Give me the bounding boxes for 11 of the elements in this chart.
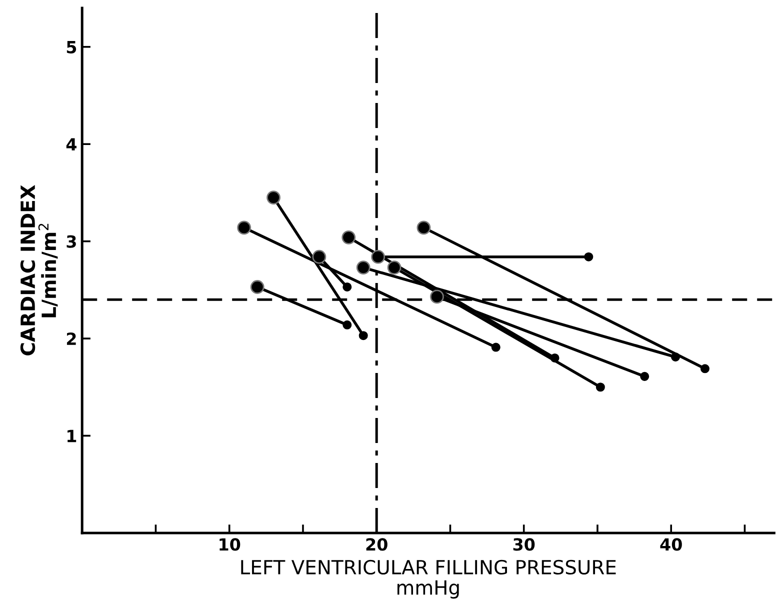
- x-tick-label: 20: [366, 538, 388, 551]
- y-tick-label: 1: [68, 430, 76, 442]
- y-tick-label: 3: [66, 235, 76, 248]
- y-axis-title: CARDIAC INDEX L/min/m$^{2}$: [20, 185, 58, 356]
- y-tick-label: 2: [66, 332, 76, 345]
- x-tick-label: 40: [660, 538, 682, 551]
- x-tick-label: 10: [220, 538, 240, 551]
- y-tick-label: 5: [66, 41, 76, 54]
- y-tick-label: 4: [66, 138, 76, 150]
- x-tick-label: 30: [513, 538, 535, 551]
- x-axis-title: LEFT VENTRICULAR FILLING PRESSURE mmHg: [241, 560, 616, 599]
